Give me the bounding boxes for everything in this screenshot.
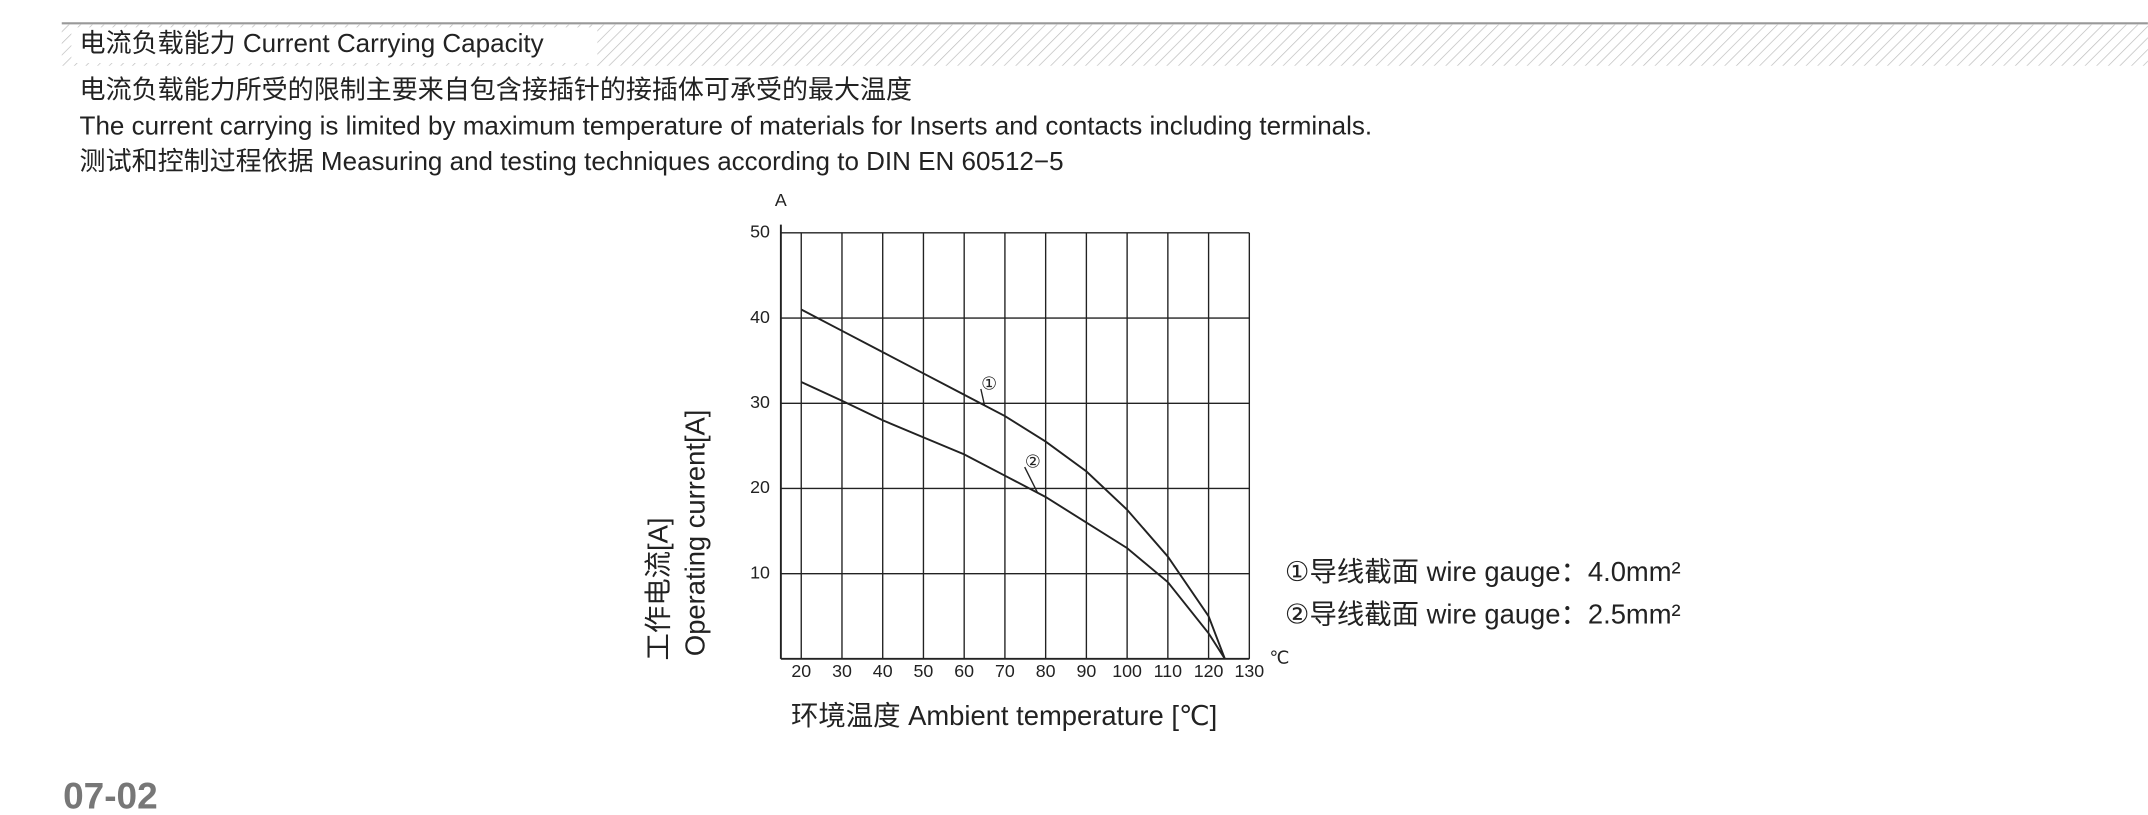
leader-line (980, 388, 986, 406)
x-tick-label: 110 (1154, 661, 1182, 681)
chart: 10 20 30 40 50 20 30 40 50 60 70 80 90 100 110 120 130 A ℃… (643, 190, 1681, 731)
x-tick-label: 20 (791, 661, 811, 681)
y-tick-label: 30 (750, 392, 770, 412)
body-line: 测试和控制过程依据 Measuring and testing techniqu… (80, 146, 1064, 176)
x-tick-label: 70 (995, 661, 1015, 681)
header-title-bg (71, 27, 598, 64)
x-unit: ℃ (1269, 648, 1289, 668)
y-tick-label: 20 (750, 477, 770, 497)
x-tick-label: 80 (1036, 661, 1056, 681)
legend-entry: ①导线截面 wire gauge：4.0mm² (1285, 556, 1681, 587)
body-line: 电流负载能力所受的限制主要来自包含接插针的接插体可承受的最大温度 (80, 75, 913, 105)
x-tick-label: 30 (832, 661, 852, 681)
header-title: 电流负载能力 Current Carrying Capacity (80, 28, 544, 58)
curve-marker: ② (1025, 452, 1041, 472)
y-tick-label: 10 (750, 562, 770, 582)
leader-line (1024, 466, 1039, 494)
y-unit: A (775, 190, 787, 210)
y-axis-title: Operating current[A] (680, 410, 711, 657)
x-tick-label: 60 (954, 661, 974, 681)
x-axis-title: 环境温度 Ambient temperature [℃] (791, 700, 1217, 731)
x-tick-label: 90 (1076, 661, 1096, 681)
y-tick-label: 40 (750, 307, 770, 327)
x-tick-label: 130 (1234, 661, 1264, 681)
x-tick-label: 50 (914, 661, 934, 681)
curve (800, 308, 1226, 660)
y-axis-title: 工作电流[A] (643, 517, 674, 660)
x-tick-label: 40 (873, 661, 893, 681)
curve (800, 381, 1226, 660)
legend-entry: ②导线截面 wire gauge：2.5mm² (1285, 599, 1681, 630)
page-number: 07-02 (63, 775, 158, 815)
y-tick-label: 50 (750, 222, 770, 242)
curve-marker: ① (981, 374, 997, 394)
body-line: The current carrying is limited by maxim… (80, 110, 1373, 140)
x-tick-label: 120 (1194, 661, 1224, 681)
x-tick-label: 100 (1112, 661, 1142, 681)
